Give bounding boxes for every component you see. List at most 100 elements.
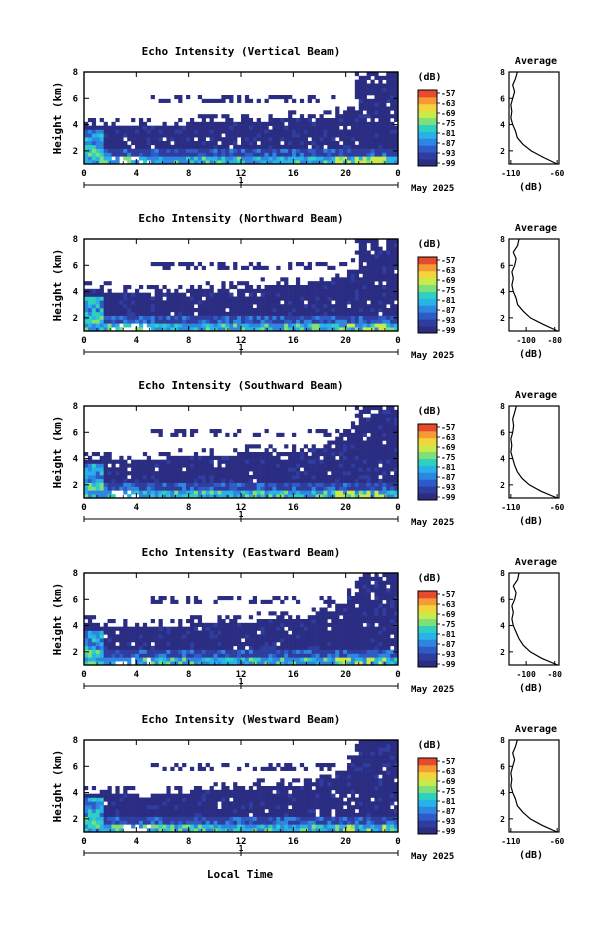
heatmap-cell	[315, 661, 320, 666]
heatmap-cell	[382, 455, 387, 460]
heatmap-cell	[103, 148, 108, 153]
heatmap-cell	[123, 323, 128, 328]
heatmap-cell	[378, 630, 383, 635]
heatmap-cell	[193, 490, 199, 495]
heatmap-cell	[358, 615, 363, 620]
heatmap-cell	[264, 304, 269, 309]
heatmap-cell	[315, 125, 320, 130]
heatmap-cell	[346, 327, 352, 332]
heatmap-cell	[370, 160, 375, 165]
heatmap-cell	[374, 425, 379, 430]
heatmap-cell	[237, 121, 242, 126]
heatmap-cell	[390, 444, 395, 449]
heatmap-cell	[303, 645, 309, 650]
heatmap-cell	[327, 494, 332, 499]
heatmap-cell	[193, 615, 199, 620]
heatmap-cell	[162, 148, 167, 153]
heatmap-cell	[288, 645, 293, 650]
heatmap-cell	[315, 296, 320, 301]
heatmap-cell	[303, 137, 309, 142]
heatmap-cell	[354, 95, 360, 100]
colorbar-segment	[418, 124, 437, 132]
heatmap-cell	[358, 634, 363, 639]
heatmap-cell	[272, 634, 277, 639]
heatmap-cell	[366, 269, 371, 274]
heatmap-cell	[150, 816, 155, 821]
heatmap-cell	[209, 308, 214, 313]
heatmap-cell	[386, 152, 391, 157]
heatmap-cell	[213, 296, 218, 301]
heatmap-cell	[103, 152, 108, 157]
heatmap-cell	[256, 622, 261, 627]
heatmap-cell	[268, 486, 273, 491]
heatmap-cell	[362, 285, 367, 290]
heatmap-cell	[186, 304, 191, 309]
average-y-tick-label: 8	[500, 68, 505, 77]
heatmap-cell	[319, 296, 324, 301]
heatmap-cell	[272, 475, 277, 480]
heatmap-cell	[189, 141, 195, 146]
heatmap-cell	[166, 805, 171, 810]
heatmap-cell	[170, 156, 175, 161]
heatmap-cell	[95, 304, 100, 309]
heatmap-cell	[174, 125, 179, 130]
heatmap-cell	[84, 645, 89, 650]
colorbar-tick-label: -63	[441, 266, 456, 275]
heatmap-cell	[284, 459, 289, 464]
heatmap-cell	[288, 653, 293, 658]
heatmap-cell	[123, 141, 128, 146]
heatmap-cell	[205, 467, 210, 472]
heatmap-cell	[150, 638, 155, 643]
heatmap-cell	[323, 285, 328, 290]
heatmap-cell	[378, 300, 383, 305]
heatmap-cell	[162, 463, 167, 468]
heatmap-cell	[107, 828, 112, 833]
heatmap-cell	[335, 141, 340, 146]
heatmap-cell	[201, 482, 206, 487]
heatmap-cell	[237, 125, 242, 130]
heatmap-cell	[370, 615, 375, 620]
heatmap-cell	[378, 436, 383, 441]
heatmap-cell	[166, 137, 171, 142]
heatmap-cell	[111, 152, 116, 157]
heatmap-cell	[256, 262, 261, 267]
heatmap-cell	[343, 110, 348, 115]
y-tick-label: 8	[73, 402, 78, 412]
heatmap-cell	[205, 645, 210, 650]
heatmap-cell	[123, 816, 128, 821]
heatmap-cell	[260, 156, 265, 161]
heatmap-cell	[335, 653, 340, 658]
heatmap-cell	[276, 292, 281, 297]
y-tick-label: 6	[73, 94, 78, 104]
heatmap-cell	[311, 156, 316, 161]
heatmap-cell	[111, 315, 116, 320]
heatmap-cell	[91, 494, 97, 499]
heatmap-cell	[299, 630, 305, 635]
heatmap-cell	[221, 148, 226, 153]
heatmap-cell	[209, 327, 214, 332]
heatmap-cell	[241, 642, 246, 647]
heatmap-cell	[382, 118, 387, 123]
heatmap-cell	[107, 148, 112, 153]
heatmap-cell	[374, 599, 379, 604]
heatmap-cell	[174, 626, 179, 631]
heatmap-cell	[264, 319, 269, 324]
heatmap-cell	[382, 490, 387, 495]
heatmap-cell	[264, 619, 269, 624]
heatmap-cell	[299, 296, 305, 301]
heatmap-cell	[394, 478, 399, 483]
heatmap-cell	[390, 87, 395, 92]
heatmap-cell	[307, 463, 312, 468]
heatmap-cell	[95, 300, 100, 305]
heatmap-cell	[119, 805, 124, 810]
heatmap-cell	[284, 630, 289, 635]
heatmap-cell	[315, 649, 320, 654]
heatmap-cell	[111, 292, 116, 297]
heatmap-cell	[95, 478, 100, 483]
heatmap-cell	[91, 622, 97, 627]
heatmap-cell	[280, 296, 285, 301]
heatmap-cell	[358, 432, 363, 437]
heatmap-cell	[370, 471, 375, 476]
heatmap-cell	[350, 482, 356, 487]
heatmap-cell	[119, 793, 124, 798]
